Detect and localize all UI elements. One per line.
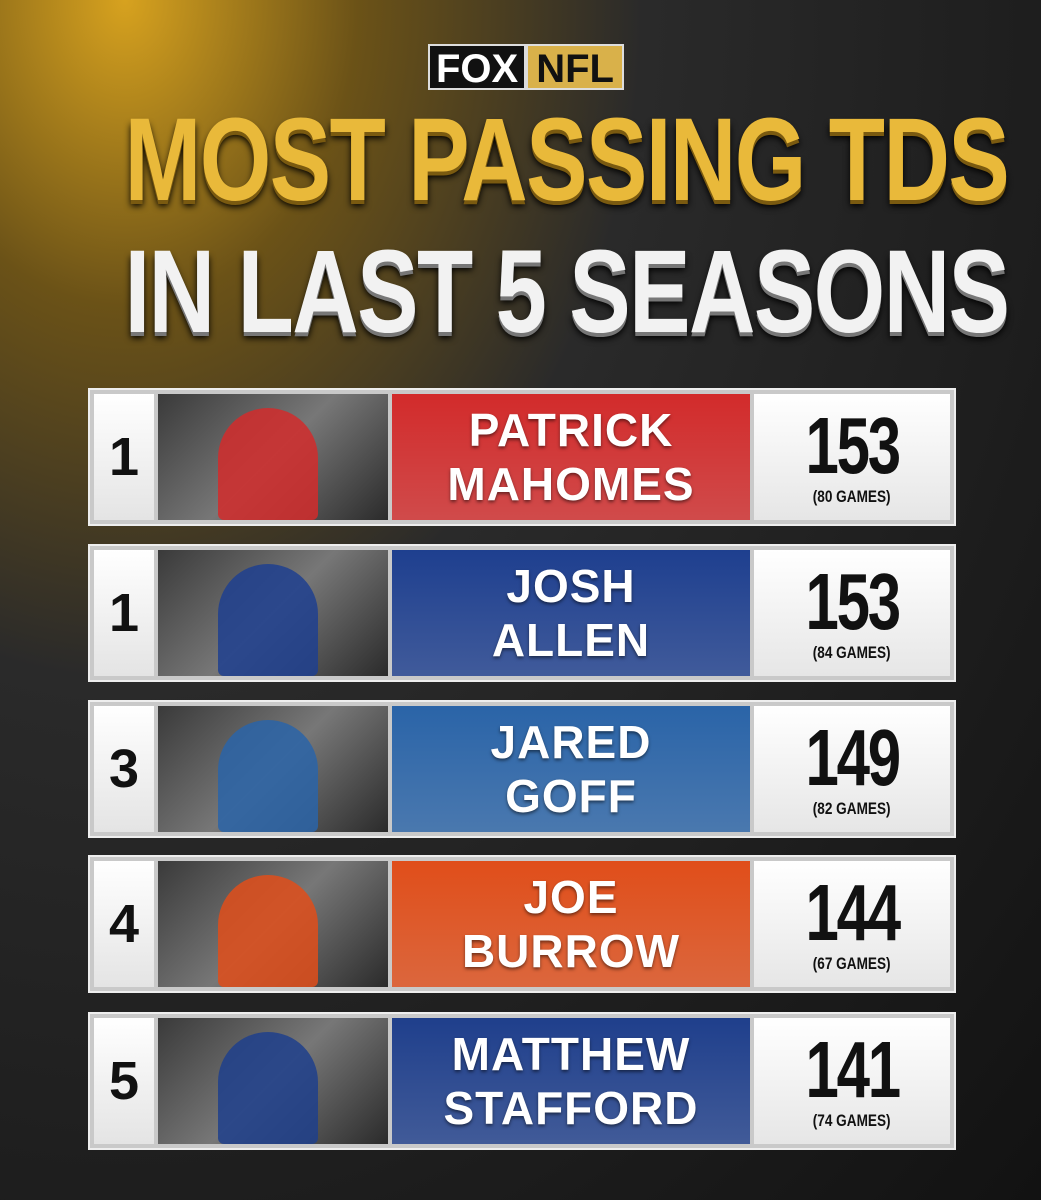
last-name: GOFF (505, 770, 637, 822)
player-figure (218, 720, 318, 832)
title-line: MOST PASSING TDS (0, 100, 1041, 220)
games-played: (82 GAMES) (813, 799, 891, 818)
name-box: JARED GOFF (392, 706, 750, 832)
games-played: (80 GAMES) (813, 487, 891, 506)
ranking-row: 1 PATRICK MAHOMES 153 (80 GAMES) (88, 388, 956, 526)
first-name: JARED (490, 716, 652, 768)
title-text: IN LAST 5 SEASONS (124, 226, 1010, 358)
name-box: MATTHEW STAFFORD (392, 1018, 750, 1144)
rank: 1 (94, 550, 154, 676)
logo-fox: FOX (428, 44, 527, 91)
ranking-row: 4 JOE BURROW 144 (67 GAMES) (88, 855, 956, 993)
rank: 1 (94, 394, 154, 520)
last-name: MAHOMES (447, 458, 695, 510)
first-name: JOSH (506, 560, 636, 612)
score-box: 141 (74 GAMES) (754, 1018, 950, 1144)
logo-nfl: NFL (526, 44, 624, 91)
score-box: 153 (80 GAMES) (754, 394, 950, 520)
games-played: (84 GAMES) (813, 643, 891, 662)
score-box: 144 (67 GAMES) (754, 861, 950, 987)
score-box: 149 (82 GAMES) (754, 706, 950, 832)
touchdowns: 153 (805, 557, 901, 646)
rank: 3 (94, 706, 154, 832)
player-photo (158, 550, 388, 676)
player-photo (158, 706, 388, 832)
games-played: (67 GAMES) (813, 954, 891, 973)
name-box: JOSH ALLEN (392, 550, 750, 676)
player-photo (158, 1018, 388, 1144)
touchdowns: 144 (805, 868, 901, 957)
ranking-row: 1 JOSH ALLEN 153 (84 GAMES) (88, 544, 956, 682)
rank: 5 (94, 1018, 154, 1144)
rank: 4 (94, 861, 154, 987)
player-photo (158, 861, 388, 987)
last-name: BURROW (461, 925, 681, 977)
last-name: ALLEN (491, 614, 651, 666)
games-played: (74 GAMES) (813, 1111, 891, 1130)
first-name: MATTHEW (451, 1028, 691, 1080)
ranking-row: 3 JARED GOFF 149 (82 GAMES) (88, 700, 956, 838)
player-photo (158, 394, 388, 520)
score-box: 153 (84 GAMES) (754, 550, 950, 676)
first-name: PATRICK (468, 404, 674, 456)
first-name: JOE (523, 871, 619, 923)
title-line: IN LAST 5 SEASONS (0, 232, 1041, 352)
name-box: JOE BURROW (392, 861, 750, 987)
title-text: MOST PASSING TDS (124, 94, 1010, 226)
name-box: PATRICK MAHOMES (392, 394, 750, 520)
touchdowns: 153 (805, 401, 901, 490)
logo: FOX NFL (428, 44, 624, 91)
player-figure (218, 564, 318, 676)
touchdowns: 141 (805, 1025, 901, 1114)
last-name: STAFFORD (443, 1082, 699, 1134)
touchdowns: 149 (805, 713, 901, 802)
player-figure (218, 408, 318, 520)
player-figure (218, 875, 318, 987)
ranking-row: 5 MATTHEW STAFFORD 141 (74 GAMES) (88, 1012, 956, 1150)
player-figure (218, 1032, 318, 1144)
